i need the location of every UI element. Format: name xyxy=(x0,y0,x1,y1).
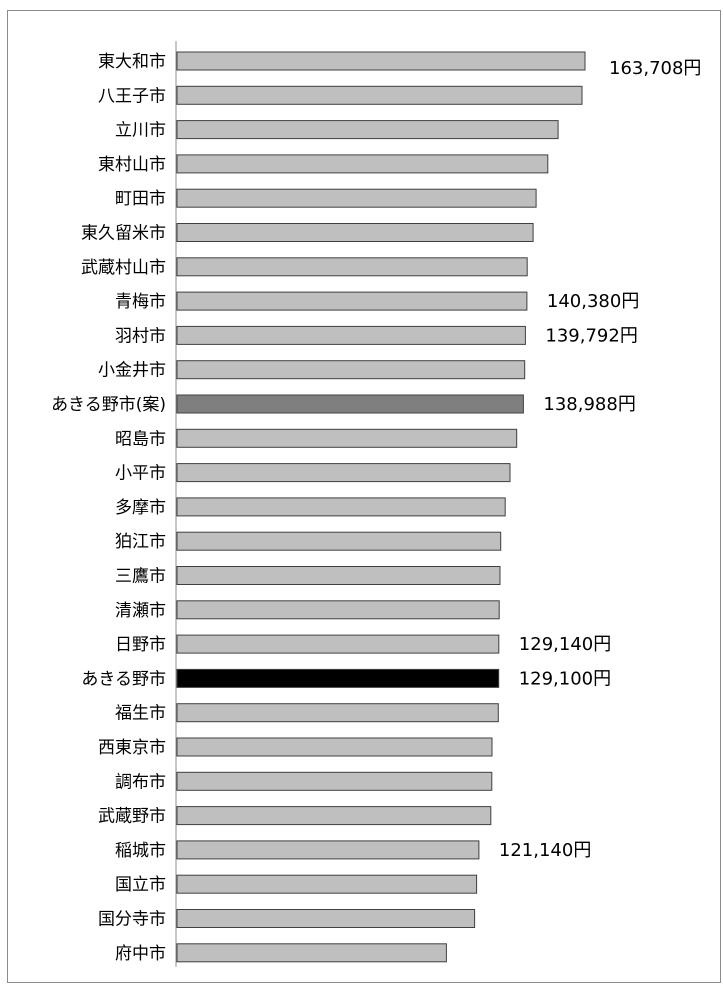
category-label-23: 稲城市 xyxy=(115,841,166,861)
category-label-14: 狛江市 xyxy=(115,532,166,552)
bar-11 xyxy=(176,428,518,448)
bar-0 xyxy=(176,51,586,71)
category-label-19: 福生市 xyxy=(115,704,166,724)
bar-19 xyxy=(176,703,499,723)
category-label-7: 青梅市 xyxy=(115,292,166,312)
category-label-6: 武蔵村山市 xyxy=(81,258,166,278)
category-label-15: 三鷹市 xyxy=(115,566,166,587)
bar-24 xyxy=(176,874,478,894)
category-label-16: 清瀬市 xyxy=(115,601,166,621)
category-label-17: 日野市 xyxy=(115,635,166,655)
bar-14 xyxy=(176,531,502,551)
value-label-23: 121,140円 xyxy=(499,840,591,861)
category-label-11: 昭島市 xyxy=(115,429,166,449)
value-label-18: 129,100円 xyxy=(519,668,611,689)
category-label-5: 東久留米市 xyxy=(81,224,166,244)
value-label-10: 138,988円 xyxy=(543,394,635,415)
bar-8 xyxy=(176,325,526,345)
bar-21 xyxy=(176,771,493,791)
bar-18 xyxy=(176,668,500,688)
bar-10 xyxy=(176,394,524,414)
category-label-20: 西東京市 xyxy=(98,738,166,758)
category-label-21: 調布市 xyxy=(115,772,166,792)
category-label-3: 東村山市 xyxy=(98,155,166,175)
bar-23 xyxy=(176,840,480,860)
chart-frame: 東大和市 163,708円八王子市立川市東村山市町田市東久留米市武蔵村山市青梅市 1… xyxy=(7,10,721,983)
category-label-1: 八王子市 xyxy=(98,86,166,106)
bar-22 xyxy=(176,806,492,826)
category-label-18: あきる野市 xyxy=(81,669,166,689)
bar-5 xyxy=(176,223,534,242)
category-label-13: 多摩市 xyxy=(115,498,166,518)
category-label-10: あきる野市(案) xyxy=(51,395,166,415)
category-label-4: 町田市 xyxy=(115,189,166,209)
bar-2 xyxy=(176,120,559,140)
bar-4 xyxy=(176,188,537,208)
bar-6 xyxy=(176,257,528,277)
category-label-8: 羽村市 xyxy=(115,326,166,346)
value-label-7: 140,380円 xyxy=(547,291,639,312)
bar-26 xyxy=(176,943,447,963)
bar-1 xyxy=(176,85,583,105)
bar-13 xyxy=(176,497,506,517)
bar-20 xyxy=(176,737,493,757)
value-label-0: 163,708円 xyxy=(609,58,701,79)
category-label-25: 国分寺市 xyxy=(98,910,166,930)
category-label-0: 東大和市 xyxy=(98,52,166,72)
category-label-12: 小平市 xyxy=(115,464,166,484)
bar-12 xyxy=(176,463,511,483)
bar-17 xyxy=(176,634,500,654)
bar-25 xyxy=(176,909,476,928)
bar-9 xyxy=(176,360,526,380)
bar-7 xyxy=(176,291,528,311)
category-label-24: 国立市 xyxy=(115,875,166,895)
category-label-9: 小金井市 xyxy=(98,361,166,381)
category-label-26: 府中市 xyxy=(115,944,166,964)
category-label-22: 武蔵野市 xyxy=(98,807,166,827)
bar-16 xyxy=(176,600,500,620)
category-label-2: 立川市 xyxy=(115,121,166,141)
bar-3 xyxy=(176,154,549,174)
value-label-8: 139,792円 xyxy=(545,325,637,346)
bar-15 xyxy=(176,566,501,585)
value-label-17: 129,140円 xyxy=(519,634,611,655)
